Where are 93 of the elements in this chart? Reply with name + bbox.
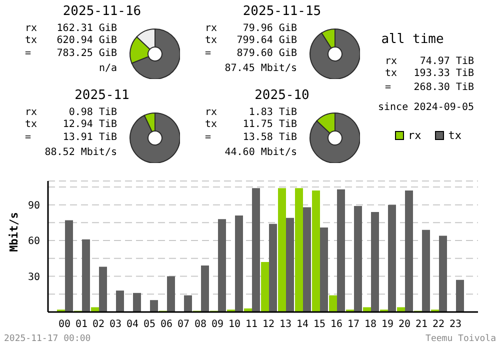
text: = 783.25 GiB [25, 48, 117, 59]
bar [295, 188, 303, 312]
bar [91, 307, 99, 312]
text: tx 620.94 GiB [25, 35, 117, 46]
text: rx 0.98 TiB [25, 107, 117, 118]
text: = 13.58 TiB [205, 132, 297, 143]
text: rx 1.83 TiB [205, 107, 297, 118]
chart-title: 2025-10 [254, 87, 310, 105]
x-tick-label: 06 [160, 319, 173, 330]
bar [329, 295, 337, 312]
x-tick-label: 18 [364, 319, 377, 330]
chart-title: 2025-11 [74, 87, 130, 105]
bar [278, 188, 286, 312]
x-tick-label: 09 [211, 319, 224, 330]
bar [261, 262, 269, 312]
text: rx 162.31 GiB [25, 23, 117, 34]
bar [397, 307, 405, 312]
x-tick-label: 03 [109, 319, 122, 330]
legend-label: tx [448, 129, 462, 142]
text: rx 79.96 GiB [205, 23, 297, 34]
bar [371, 212, 379, 312]
bar [405, 190, 413, 312]
bar [167, 276, 175, 312]
bar [218, 219, 226, 312]
x-tick-label: 05 [143, 319, 156, 330]
bar [363, 307, 371, 312]
x-tick-label: 16 [330, 319, 343, 330]
bar [235, 216, 243, 312]
donut-slice [310, 112, 360, 163]
bar [184, 295, 192, 312]
x-tick-label: 13 [279, 319, 292, 330]
bar [337, 189, 345, 312]
x-tick-label: 01 [75, 319, 88, 330]
bar [65, 220, 73, 312]
x-tick-label: 15 [313, 319, 326, 330]
bar [82, 239, 90, 312]
y-tick-label: 60 [28, 236, 40, 248]
chart-title: 2025-11-15 [242, 3, 322, 21]
x-tick-label: 17 [347, 319, 360, 330]
text: tx 193.33 TiB [385, 68, 474, 79]
text: 87.45 Mbit/s [224, 62, 297, 75]
y-axis-title: Mbit/s [8, 212, 20, 252]
bar [116, 290, 124, 312]
x-tick-label: 12 [262, 319, 275, 330]
x-tick-label: 22 [432, 319, 445, 330]
chart-title: 2025-11-16 [62, 3, 142, 21]
text: = 879.60 GiB [205, 48, 297, 59]
bar [354, 206, 362, 312]
bar [320, 227, 328, 312]
x-tick-label: 10 [228, 319, 241, 330]
bar [439, 236, 447, 312]
legend-label: rx [408, 129, 422, 142]
text: rx 74.97 TiB [385, 56, 474, 67]
text: 88.52 Mbit/s [44, 146, 117, 159]
text: tx 799.64 GiB [205, 35, 297, 46]
bar [312, 190, 320, 312]
x-tick-label: 21 [415, 319, 428, 330]
text: 2025-11-17 00:00 [4, 334, 91, 344]
text: n/a [98, 62, 117, 75]
y-tick-label: 90 [28, 200, 40, 212]
text: 44.60 Mbit/s [224, 146, 297, 159]
text: all time [380, 31, 445, 49]
bar [252, 188, 260, 312]
bar [388, 204, 396, 312]
bar [133, 292, 141, 312]
x-tick-label: 19 [381, 319, 394, 330]
text: = 13.91 TiB [25, 132, 117, 143]
bar [150, 300, 158, 312]
x-tick-label: 11 [245, 319, 258, 330]
x-tick-label: 02 [92, 319, 105, 330]
text: since 2024-09-05 [378, 101, 474, 114]
donut-slice [131, 28, 180, 79]
x-tick-label: 08 [194, 319, 207, 330]
donut-slice [310, 28, 360, 79]
bar [422, 230, 430, 312]
bar [456, 280, 464, 312]
x-tick-label: 07 [177, 319, 190, 330]
donut-slice [130, 112, 180, 163]
text: Teemu Toivola [426, 334, 496, 344]
x-tick-label: 04 [126, 319, 139, 330]
y-tick-label: 30 [28, 272, 40, 283]
text: tx 12.94 TiB [25, 119, 117, 130]
x-tick-label: 00 [58, 319, 71, 330]
x-tick-label: 23 [449, 319, 462, 330]
text: = 268.30 TiB [385, 82, 474, 93]
x-tick-label: 14 [296, 319, 309, 330]
bar [269, 224, 277, 312]
x-tick-label: 20 [398, 319, 411, 330]
bar [303, 207, 311, 312]
bar [286, 218, 294, 312]
bar [201, 266, 209, 312]
bar [99, 266, 107, 312]
text: tx 11.75 TiB [205, 119, 297, 130]
